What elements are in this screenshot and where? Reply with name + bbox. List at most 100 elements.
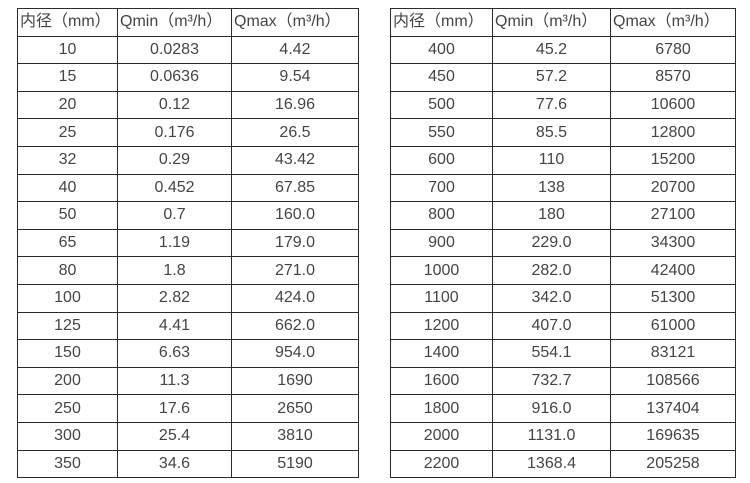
- table-cell: 51300: [610, 283, 736, 313]
- table-cell: 61000: [610, 311, 736, 341]
- table-cell: 138: [492, 173, 611, 203]
- table-cell: 500: [390, 90, 493, 120]
- table-row: 2200 1368.4 205258: [390, 449, 736, 479]
- table-cell: 424.0: [231, 283, 359, 313]
- table-cell: 0.29: [117, 145, 232, 175]
- table-cell: 4.42: [231, 35, 359, 65]
- table-cell: 110: [492, 145, 611, 175]
- table-cell: 271.0: [231, 256, 359, 285]
- table-cell: 11.3: [117, 366, 232, 396]
- table-cell: 108566: [610, 366, 736, 396]
- table-cell: 125: [17, 311, 118, 341]
- table-cell: 1131.0: [492, 421, 611, 451]
- table-row: 20 0.12 16.96: [17, 90, 359, 120]
- header-qmax: Qmax（m³/h）: [610, 8, 736, 37]
- table-cell: 700: [390, 173, 493, 203]
- table-cell: 1600: [390, 366, 493, 396]
- table-cell: 1200: [390, 311, 493, 341]
- table-cell: 662.0: [231, 311, 359, 341]
- table-cell: 83121: [610, 339, 736, 368]
- table-cell: 6.63: [117, 339, 232, 368]
- table-cell: 0.0636: [117, 63, 232, 92]
- table-cell: 800: [390, 201, 493, 230]
- header-diameter: 内径（mm）: [17, 8, 118, 37]
- table-cell: 0.7: [117, 201, 232, 230]
- table-cell: 1800: [390, 394, 493, 423]
- table-row: 800 180 27100: [390, 201, 736, 230]
- table-cell: 1.8: [117, 256, 232, 285]
- table-cell: 26.5: [231, 118, 359, 147]
- table-row: 1800 916.0 137404: [390, 394, 736, 423]
- table-cell: 3810: [231, 421, 359, 451]
- table-cell: 2650: [231, 394, 359, 423]
- table-cell: 554.1: [492, 339, 611, 368]
- table-cell: 450: [390, 63, 493, 92]
- table-cell: 20700: [610, 173, 736, 203]
- table-cell: 1368.4: [492, 449, 611, 479]
- table-row: 1400 554.1 83121: [390, 339, 736, 368]
- table-row: 10 0.0283 4.42: [17, 35, 359, 65]
- table-cell: 16.96: [231, 90, 359, 120]
- table-cell: 1100: [390, 283, 493, 313]
- table-row: 125 4.41 662.0: [17, 311, 359, 341]
- table-row: 550 85.5 12800: [390, 118, 736, 147]
- table-row: 40 0.452 67.85: [17, 173, 359, 203]
- table-row: 25 0.176 26.5: [17, 118, 359, 147]
- flow-rate-table-right: 内径（mm） Qmin（m³/h） Qmax（m³/h） 400 45.2 6780…: [390, 8, 736, 479]
- table-cell: 32: [17, 145, 118, 175]
- table-cell: 57.2: [492, 63, 611, 92]
- table-row: 1000 282.0 42400: [390, 256, 736, 285]
- table-row: 350 34.6 5190: [17, 449, 359, 479]
- table-cell: 229.0: [492, 228, 611, 258]
- table-cell: 40: [17, 173, 118, 203]
- table-cell: 65: [17, 228, 118, 258]
- table-row: 15 0.0636 9.54: [17, 63, 359, 92]
- table-cell: 732.7: [492, 366, 611, 396]
- table-header-row: 内径（mm） Qmin（m³/h） Qmax（m³/h）: [17, 8, 359, 37]
- table-row: 900 229.0 34300: [390, 228, 736, 258]
- table-cell: 342.0: [492, 283, 611, 313]
- table-cell: 80: [17, 256, 118, 285]
- table-cell: 6780: [610, 35, 736, 65]
- table-cell: 8570: [610, 63, 736, 92]
- header-qmin: Qmin（m³/h）: [117, 8, 232, 37]
- table-row: 450 57.2 8570: [390, 63, 736, 92]
- table-cell: 1400: [390, 339, 493, 368]
- table-cell: 43.42: [231, 145, 359, 175]
- table-row: 32 0.29 43.42: [17, 145, 359, 175]
- table-cell: 10: [17, 35, 118, 65]
- table-cell: 954.0: [231, 339, 359, 368]
- table-cell: 34.6: [117, 449, 232, 479]
- table-cell: 205258: [610, 449, 736, 479]
- table-cell: 77.6: [492, 90, 611, 120]
- table-cell: 1.19: [117, 228, 232, 258]
- header-qmax: Qmax（m³/h）: [231, 8, 359, 37]
- table-cell: 20: [17, 90, 118, 120]
- table-row: 65 1.19 179.0: [17, 228, 359, 258]
- table-row: 700 138 20700: [390, 173, 736, 203]
- table-cell: 300: [17, 421, 118, 451]
- table-cell: 0.176: [117, 118, 232, 147]
- table-cell: 0.12: [117, 90, 232, 120]
- table-cell: 15: [17, 63, 118, 92]
- table-row: 1100 342.0 51300: [390, 283, 736, 313]
- table-body-left: 10 0.0283 4.42 15 0.0636 9.54 20 0.12 16.96 25 0.1…: [17, 35, 359, 479]
- table-cell: 85.5: [492, 118, 611, 147]
- table-row: 250 17.6 2650: [17, 394, 359, 423]
- table-cell: 400: [390, 35, 493, 65]
- table-cell: 10600: [610, 90, 736, 120]
- table-cell: 600: [390, 145, 493, 175]
- table-cell: 900: [390, 228, 493, 258]
- table-header-row: 内径（mm） Qmin（m³/h） Qmax（m³/h）: [390, 8, 736, 37]
- table-cell: 200: [17, 366, 118, 396]
- flow-rate-table-left: 内径（mm） Qmin（m³/h） Qmax（m³/h） 10 0.0283 4.4…: [17, 8, 359, 479]
- table-cell: 407.0: [492, 311, 611, 341]
- table-cell: 0.0283: [117, 35, 232, 65]
- table-cell: 137404: [610, 394, 736, 423]
- table-cell: 160.0: [231, 201, 359, 230]
- table-cell: 42400: [610, 256, 736, 285]
- table-cell: 5190: [231, 449, 359, 479]
- table-cell: 1690: [231, 366, 359, 396]
- header-qmin: Qmin（m³/h）: [492, 8, 611, 37]
- table-cell: 4.41: [117, 311, 232, 341]
